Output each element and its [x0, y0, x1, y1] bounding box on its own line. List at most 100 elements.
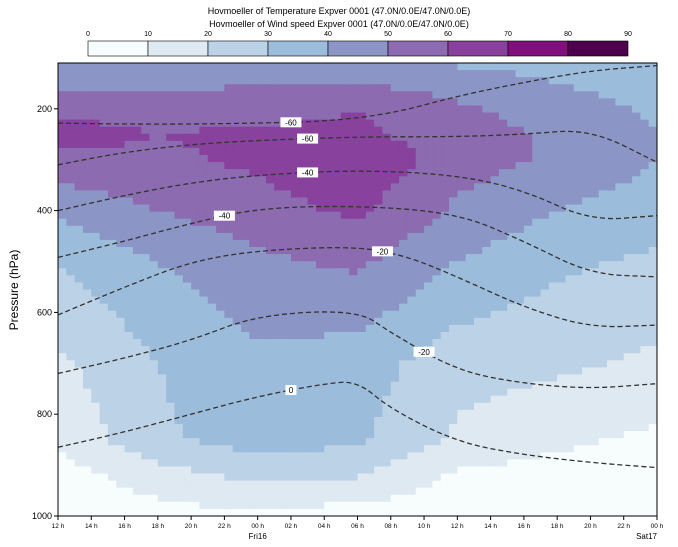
wind-speed-cell: [365, 63, 375, 71]
wind-speed-cell: [357, 169, 367, 177]
wind-speed-cell: [99, 331, 109, 340]
wind-speed-cell: [249, 289, 259, 298]
wind-speed-cell: [507, 310, 517, 319]
wind-speed-cell: [174, 155, 184, 163]
wind-speed-cell: [432, 501, 442, 510]
wind-speed-cell: [191, 112, 201, 121]
wind-speed-cell: [74, 176, 84, 184]
wind-speed-cell: [565, 381, 575, 390]
wind-speed-cell: [207, 197, 217, 206]
wind-speed-cell: [315, 204, 325, 213]
wind-speed-cell: [590, 402, 600, 411]
wind-speed-cell: [540, 254, 550, 262]
wind-speed-cell: [207, 339, 217, 347]
wind-speed-cell: [582, 416, 592, 425]
wind-speed-cell: [432, 445, 442, 453]
wind-speed-cell: [265, 317, 275, 326]
wind-speed-cell: [590, 218, 600, 227]
wind-speed-cell: [407, 254, 417, 262]
wind-speed-cell: [107, 339, 117, 347]
wind-speed-cell: [573, 91, 583, 99]
wind-speed-cell: [607, 310, 616, 319]
wind-speed-cell: [99, 261, 109, 269]
wind-speed-cell: [374, 183, 384, 192]
wind-speed-cell: [174, 232, 184, 241]
wind-speed-cell: [257, 225, 267, 234]
wind-speed-cell: [257, 339, 267, 347]
wind-speed-cell: [465, 155, 475, 163]
wind-speed-cell: [340, 70, 350, 78]
wind-speed-cell: [424, 466, 433, 475]
wind-speed-cell: [365, 239, 375, 248]
wind-speed-cell: [149, 70, 159, 78]
wind-speed-cell: [124, 466, 134, 475]
wind-speed-cell: [498, 70, 508, 78]
wind-speed-cell: [498, 480, 508, 489]
wind-speed-cell: [91, 176, 101, 184]
wind-speed-cell: [265, 84, 275, 92]
wind-speed-cell: [515, 77, 525, 85]
wind-speed-cell: [166, 140, 176, 149]
wind-speed-cell: [523, 353, 533, 361]
wind-speed-cell: [299, 140, 309, 149]
wind-speed-cell: [523, 155, 533, 163]
wind-speed-cell: [265, 310, 275, 319]
wind-speed-cell: [498, 225, 508, 234]
wind-speed-cell: [648, 346, 657, 354]
wind-speed-cell: [290, 331, 300, 340]
wind-speed-cell: [407, 388, 417, 397]
wind-speed-cell: [615, 296, 625, 305]
wind-speed-cell: [141, 317, 151, 326]
wind-speed-cell: [374, 162, 384, 170]
wind-speed-cell: [157, 501, 167, 510]
wind-speed-cell: [166, 84, 176, 92]
wind-speed-cell: [515, 147, 525, 156]
wind-speed-cell: [349, 84, 359, 92]
wind-speed-cell: [232, 445, 242, 453]
wind-speed-cell: [440, 98, 450, 107]
wind-speed-cell: [548, 254, 558, 262]
wind-speed-cell: [116, 317, 126, 326]
wind-speed-cell: [182, 225, 192, 234]
wind-speed-cell: [482, 296, 492, 305]
wind-speed-cell: [216, 480, 225, 489]
wind-speed-cell: [390, 473, 400, 482]
wind-speed-cell: [124, 169, 134, 177]
wind-speed-cell: [241, 402, 250, 411]
wind-speed-cell: [648, 190, 657, 199]
wind-speed-cell: [515, 487, 525, 496]
wind-speed-cell: [507, 275, 517, 284]
wind-speed-cell: [58, 395, 67, 404]
colorbar-tick-label: 20: [204, 31, 212, 38]
wind-speed-cell: [182, 388, 192, 397]
wind-speed-cell: [432, 360, 442, 368]
wind-speed-cell: [623, 63, 633, 71]
wind-speed-cell: [299, 346, 309, 354]
wind-speed-cell: [382, 211, 392, 220]
wind-speed-cell: [182, 126, 192, 135]
wind-speed-cell: [415, 282, 425, 291]
wind-speed-cell: [623, 77, 633, 85]
wind-speed-cell: [590, 409, 600, 418]
wind-speed-cell: [482, 197, 492, 206]
wind-speed-cell: [274, 225, 284, 234]
wind-speed-cell: [457, 402, 467, 411]
wind-speed-cell: [557, 494, 567, 503]
wind-speed-cell: [382, 331, 392, 340]
wind-speed-cell: [332, 423, 342, 432]
wind-speed-cell: [249, 211, 259, 220]
wind-speed-cell: [440, 155, 450, 163]
wind-speed-cell: [607, 374, 616, 383]
wind-speed-cell: [199, 459, 209, 468]
wind-speed-cell: [590, 183, 600, 192]
wind-speed-cell: [66, 445, 76, 453]
wind-speed-cell: [573, 346, 583, 354]
wind-speed-cell: [590, 211, 600, 220]
wind-speed-cell: [582, 346, 592, 354]
wind-speed-cell: [590, 416, 600, 425]
wind-speed-cell: [82, 508, 92, 516]
wind-speed-cell: [224, 197, 234, 206]
wind-speed-cell: [299, 395, 309, 404]
wind-speed-cell: [232, 162, 242, 170]
wind-speed-cell: [407, 452, 417, 460]
